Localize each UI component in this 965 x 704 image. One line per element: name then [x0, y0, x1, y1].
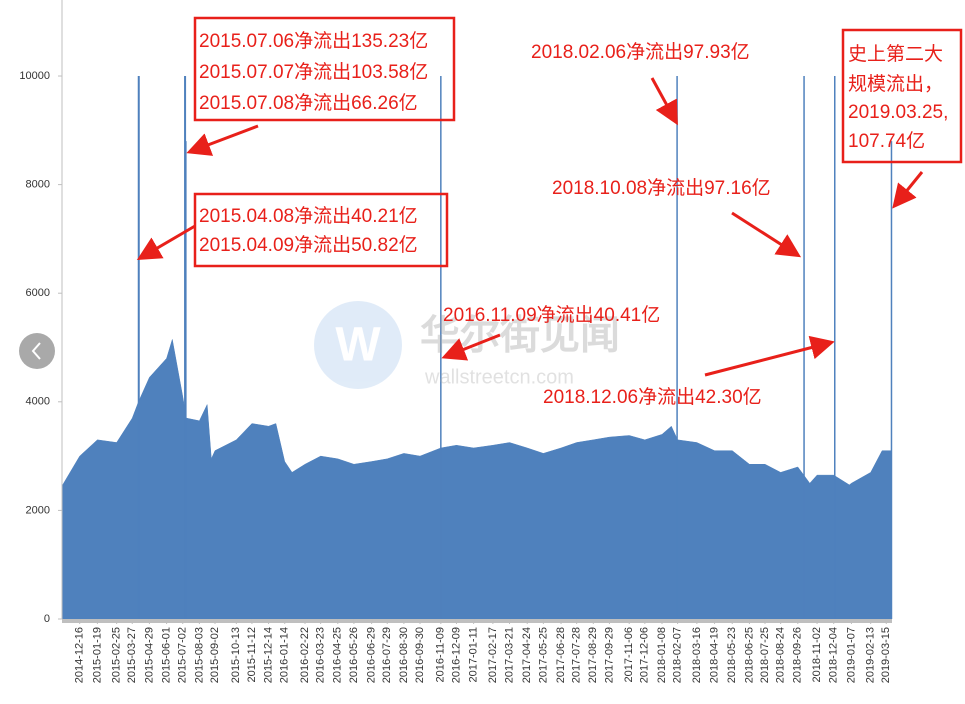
prev-button-circle[interactable] [19, 333, 55, 369]
prev-button[interactable] [19, 333, 55, 369]
x-tick-label: 2018-06-25 [743, 627, 755, 683]
annotation: 2015.07.08净流出66.26亿 [199, 92, 418, 114]
arrow [441, 333, 501, 361]
x-tick-label: 2019-02-13 [865, 627, 877, 683]
y-tick-label: 6000 [26, 287, 50, 299]
annotation: 2019.03.25, [848, 102, 948, 123]
arrow [136, 224, 196, 261]
watermark-logo [314, 301, 402, 389]
x-tick-label: 2014-12-16 [74, 627, 86, 683]
x-tick-label: 2017-07-28 [571, 627, 583, 683]
x-tick-label: 2015-02-25 [111, 627, 123, 683]
x-tick-label: 2016-04-25 [332, 627, 344, 683]
annotation: 2018.12.06净流出42.30亿 [543, 386, 762, 408]
annotation-box [193, 192, 449, 268]
watermark-logo-letter: W [335, 319, 381, 372]
x-tick-label: 2019-01-07 [845, 627, 857, 683]
area [61, 339, 892, 620]
x-tick-label: 2017-02-17 [487, 627, 499, 683]
x-tick-label: 2016-03-23 [315, 627, 327, 683]
annotation: 规模流出， [848, 73, 943, 95]
arrow [186, 124, 259, 156]
annotation: 2015.04.08净流出40.21亿 [199, 205, 418, 227]
x-tick-label: 2018-08-24 [775, 627, 787, 683]
x-tick-label: 2017-05-25 [537, 627, 549, 683]
x-tick-label: 2017-09-29 [603, 627, 615, 683]
arrow [892, 171, 924, 209]
x-tick-label: 2015-06-01 [161, 627, 173, 683]
x-tick-label: 2015-11-12 [246, 627, 258, 682]
annotations: 2015.07.06净流出135.23亿 2015.07.07净流出103.58… [136, 16, 963, 408]
x-tick-label: 2017-03-21 [503, 627, 515, 683]
arrow [704, 335, 835, 377]
x-tick-label: 2018-09-26 [792, 627, 804, 683]
y-tick-label: 8000 [26, 179, 50, 191]
y-tick-label: 10000 [19, 70, 50, 82]
x-axis [62, 619, 892, 623]
x-tick-label: 2018-03-16 [691, 627, 703, 683]
x-tick-label: 2016-11-09 [435, 627, 447, 682]
x-tick-label: 2015-08-03 [193, 627, 205, 683]
x-tick-label: 2015-12-14 [262, 627, 274, 683]
x-tick-label: 2017-01-11 [468, 627, 480, 682]
x-tick-label: 2016-01-14 [279, 627, 291, 683]
x-tick-label: 2018-11-02 [811, 627, 823, 682]
x-tick-label: 2018-05-23 [726, 627, 738, 683]
x-tick-label: 2017-11-06 [623, 627, 635, 682]
prev-button-icon[interactable] [31, 342, 41, 360]
x-tick-label: 2016-05-26 [348, 627, 360, 683]
x-tick-label: 2016-12-09 [450, 627, 462, 683]
y-tick-label: 4000 [26, 396, 50, 408]
x-tick-label: 2017-08-29 [587, 627, 599, 683]
annotation-box [193, 16, 456, 122]
x-tick-label: 2018-02-07 [672, 627, 684, 683]
x-tick-label: 2016-08-30 [398, 627, 410, 683]
x-tick-label: 2015-04-29 [143, 627, 155, 683]
x-tick-label: 2015-07-02 [177, 627, 189, 683]
x-tick-label: 2018-04-19 [708, 627, 720, 683]
x-tick-label: 2015-03-27 [126, 627, 138, 683]
annotation: 2015.07.06净流出135.23亿 [199, 30, 428, 52]
annotation-box [841, 28, 963, 164]
arrow [650, 77, 678, 126]
x-tick-label: 2016-06-29 [366, 627, 378, 683]
annotation: 2015.07.07净流出103.58亿 [199, 61, 428, 83]
annotation: 2015.04.09净流出50.82亿 [199, 234, 418, 256]
x-tick-label: 2016-09-30 [414, 627, 426, 683]
x-tick-label: 2016-07-29 [381, 627, 393, 683]
annotation: 2016.11.09净流出40.41亿 [443, 304, 660, 326]
x-tick-label: 2019-03-15 [880, 627, 892, 683]
x-tick-label: 2018-07-25 [759, 627, 771, 683]
x-tick-label: 2018-01-08 [656, 627, 668, 683]
arrow [731, 211, 802, 258]
annotation: 2018.10.08净流出97.16亿 [552, 177, 771, 199]
annotation: 2018.02.06净流出97.93亿 [531, 41, 750, 63]
annotation: 史上第二大 [848, 43, 943, 65]
plot-area: 0 2000 4000 6000 8000 10000 2014-12-16 2015-01-… [19, 0, 893, 683]
x-tick-label: 2015-01-19 [91, 627, 103, 683]
y-tick-label: 2000 [26, 504, 50, 516]
x-tick-label: 2016-02-22 [299, 627, 311, 683]
x-tick-label: 2015-10-13 [230, 627, 242, 683]
annotation: 107.74亿 [848, 130, 925, 152]
x-tick-label: 2018-12-04 [828, 627, 840, 683]
x-tick-label: 2015-09-02 [209, 627, 221, 683]
y-tick-label: 0 [44, 613, 50, 625]
x-tick-label: 2017-06-28 [555, 627, 567, 683]
x-tick-label: 2017-12-06 [639, 627, 651, 683]
x-tick-label: 2017-04-24 [521, 627, 533, 683]
watermark-url: wallstreetcn.com [424, 366, 574, 388]
